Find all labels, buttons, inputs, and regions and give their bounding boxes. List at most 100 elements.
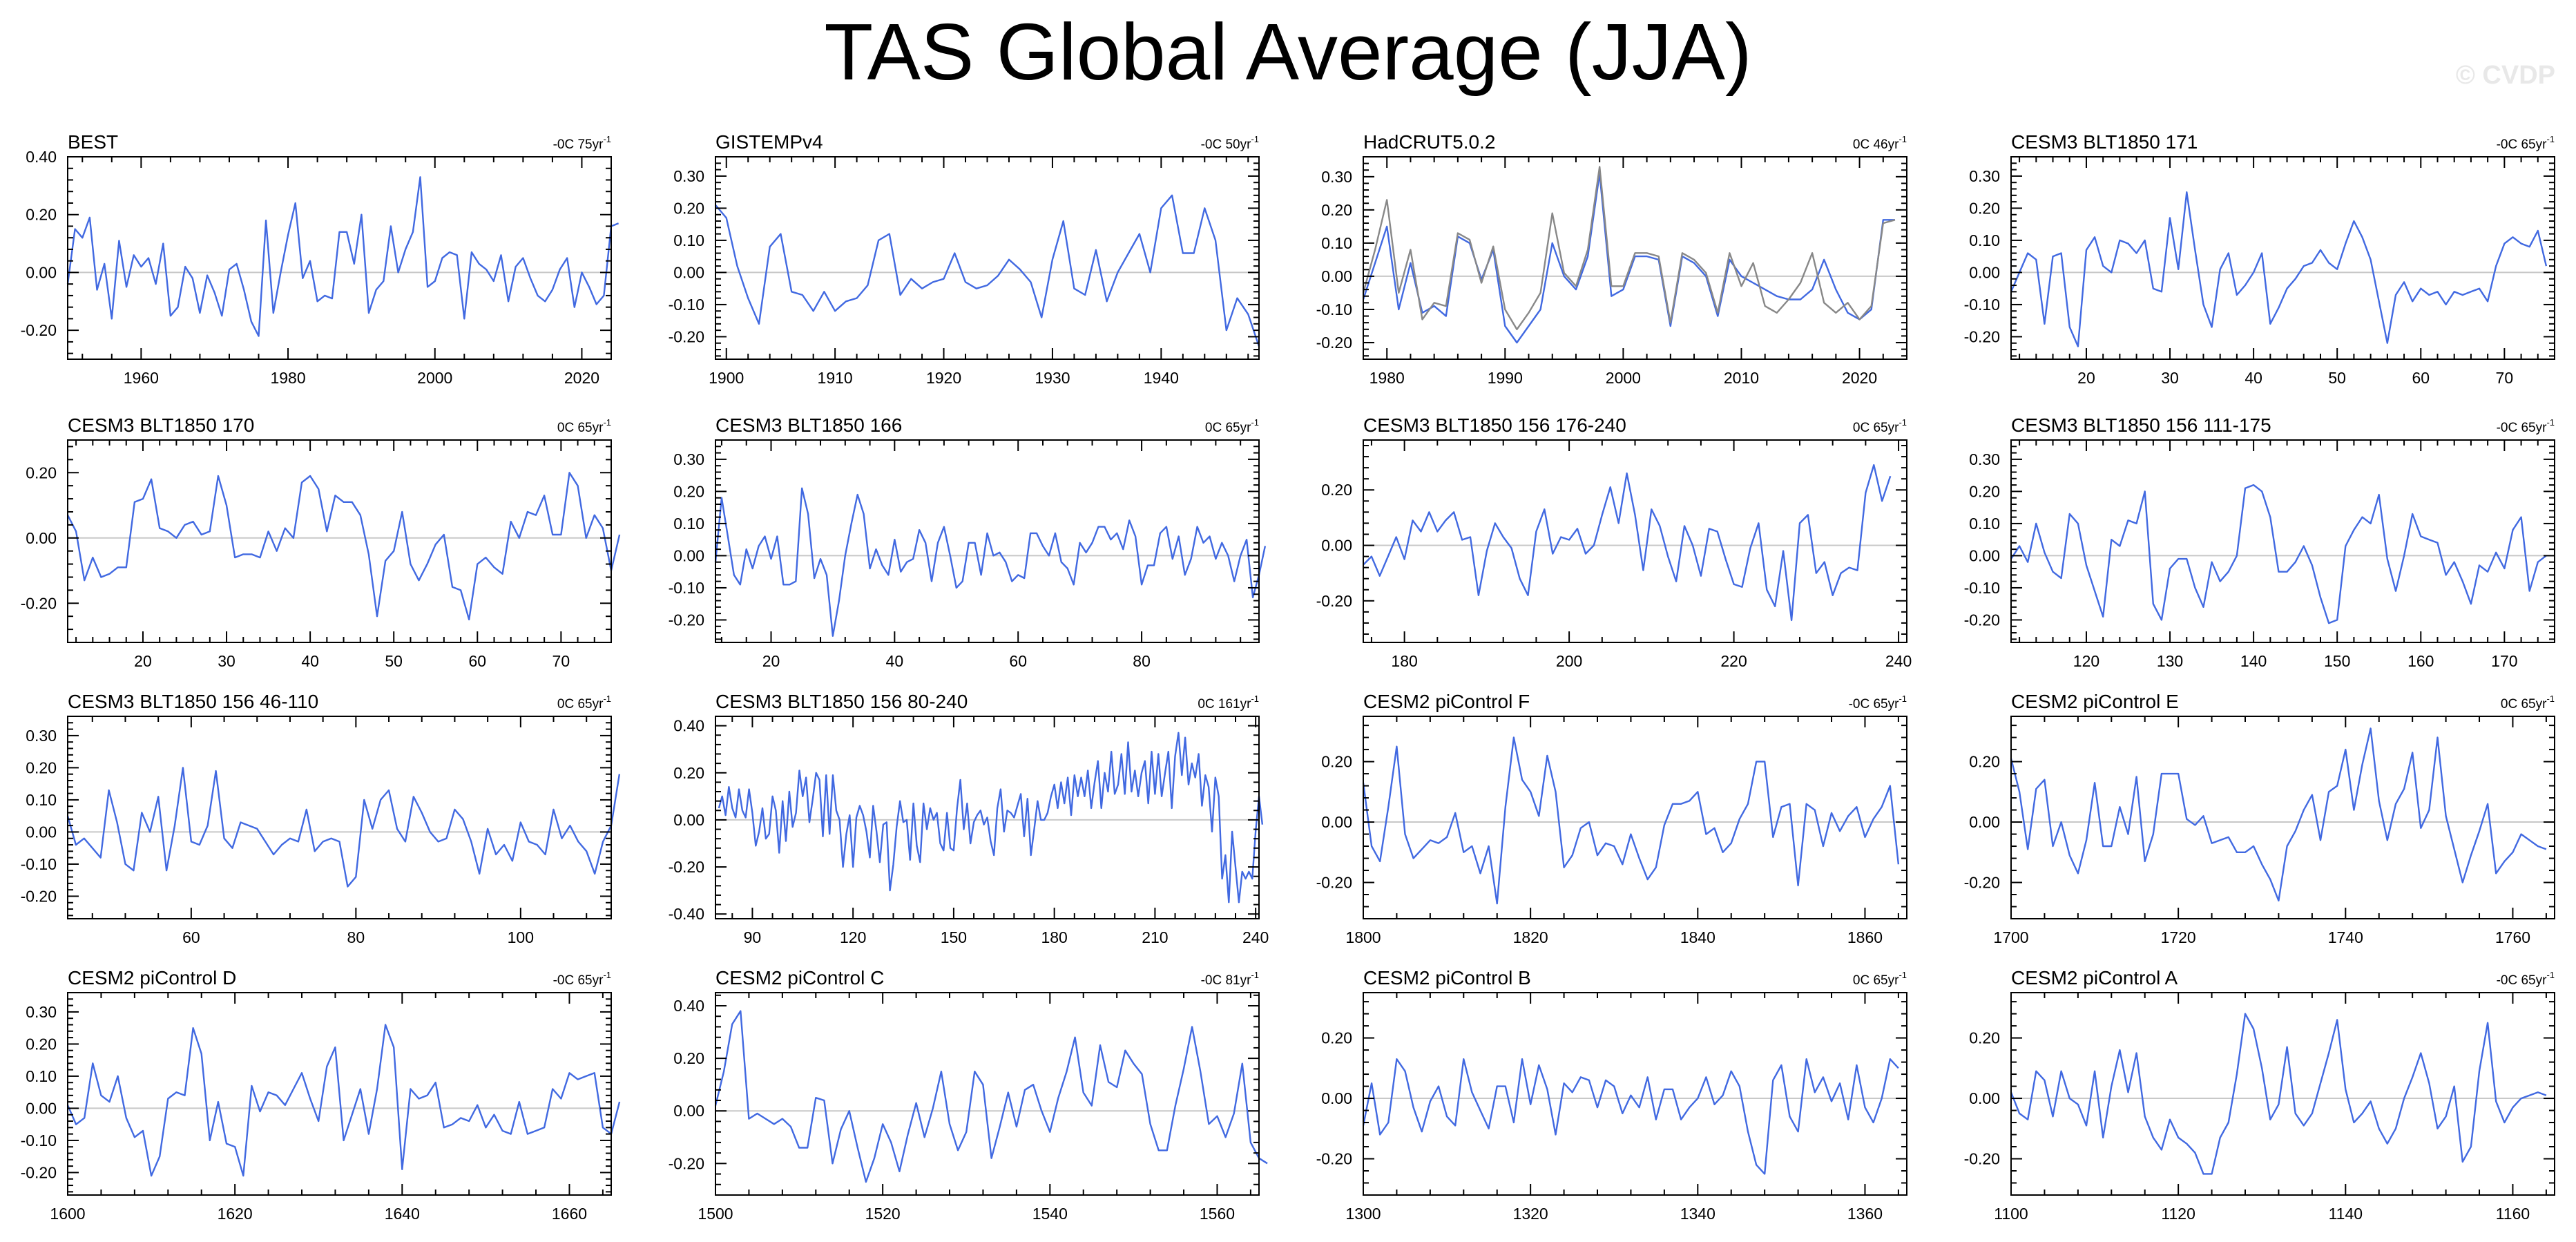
- x-tick-label: 1500: [698, 1205, 733, 1223]
- y-tick-label: 0.00: [673, 546, 704, 564]
- panel-stat: -0C 65yr-1: [2497, 970, 2555, 988]
- panel-title: CESM2 piControl E: [2011, 691, 2179, 712]
- panel-13: 1500 1520 1540 1560 -0.20 0.00 0.20 0.40 CESM2 p…: [669, 967, 1268, 1223]
- x-tick-label: 70: [552, 652, 570, 670]
- panel-5: 20 40 60 80 -0.20 -0.10 0.00 0.10 0.20 0.30 CESM3 …: [669, 414, 1267, 670]
- plot-frame: [1363, 716, 1907, 919]
- x-tick-label: 1340: [1680, 1205, 1715, 1223]
- panel-stat: 0C 65yr-1: [1205, 417, 1259, 435]
- y-tick-label: 0.00: [26, 529, 57, 547]
- x-tick-label: 40: [2245, 369, 2262, 387]
- panel-11: 1700 1720 1740 1760 -0.20 0.00 0.20 CESM2 piCon…: [1964, 691, 2555, 946]
- x-tick-label: 1100: [1994, 1205, 2028, 1223]
- y-tick-label: 0.00: [26, 823, 57, 841]
- series-line: [715, 194, 1260, 347]
- y-tick-label: 0.20: [1969, 1029, 2000, 1047]
- series-line: [1362, 736, 1900, 905]
- x-tick-label: 90: [744, 928, 762, 946]
- y-tick-label: 0.10: [673, 231, 704, 249]
- x-tick-label: 1920: [926, 369, 961, 387]
- y-tick-label: -0.20: [21, 887, 57, 905]
- y-tick-label: 0.40: [673, 717, 704, 735]
- series-line: [718, 732, 1264, 904]
- y-tick-label: -0.20: [669, 327, 704, 345]
- y-tick-label: 0.20: [1321, 753, 1352, 771]
- y-tick-label: 0.20: [673, 199, 704, 217]
- panel-stat: -0C 81yr-1: [1201, 970, 1259, 988]
- y-tick-label: 0.00: [673, 263, 704, 281]
- series-line: [1363, 464, 1892, 622]
- y-tick-label: 0.40: [673, 997, 704, 1015]
- series-line: [2010, 727, 2547, 902]
- panel-10: 1800 1820 1840 1860 -0.20 0.00 0.20 CESM2 piCon…: [1316, 691, 1907, 946]
- plot-frame: [715, 156, 1260, 360]
- x-tick-label: 130: [2157, 652, 2183, 670]
- y-tick-label: 0.40: [26, 148, 57, 166]
- x-tick-label: 1860: [1847, 928, 1883, 946]
- plot-frame: [67, 439, 612, 643]
- x-tick-label: 1760: [2495, 928, 2530, 946]
- x-tick-label: 1140: [2329, 1205, 2363, 1223]
- x-tick-label: 1980: [270, 369, 305, 387]
- x-tick-label: 120: [2073, 652, 2099, 670]
- y-tick-label: 0.20: [1969, 482, 2000, 500]
- y-tick-label: -0.20: [1316, 592, 1352, 610]
- y-tick-label: -0.20: [1964, 327, 2000, 345]
- x-tick-label: 1300: [1345, 1205, 1381, 1223]
- x-tick-label: 170: [2491, 652, 2517, 670]
- x-tick-label: 100: [508, 928, 534, 946]
- series-line: [1362, 166, 1896, 330]
- panel-stat: 0C 46yr-1: [1853, 134, 1907, 152]
- y-tick-label: -0.20: [1964, 1150, 2000, 1168]
- panel-title: CESM3 BLT1850 170: [68, 414, 254, 436]
- panel-title: CESM3 BLT1850 156 46-110: [68, 691, 318, 712]
- x-tick-label: 240: [1242, 928, 1269, 946]
- x-tick-label: 1520: [865, 1205, 901, 1223]
- x-tick-label: 60: [182, 928, 200, 946]
- panel-stat: -0C 65yr-1: [1849, 694, 1907, 711]
- x-tick-label: 1320: [1513, 1205, 1548, 1223]
- series-line: [2010, 484, 2547, 624]
- x-tick-label: 60: [468, 652, 486, 670]
- panel-12: 1600 1620 1640 1660 -0.20 -0.10 0.00 0.10 0.20 0.…: [21, 967, 621, 1223]
- x-tick-label: 1910: [818, 369, 853, 387]
- y-tick-label: 0.20: [673, 764, 704, 782]
- y-tick-label: 0.10: [1969, 231, 2000, 249]
- y-tick-label: -0.10: [1964, 579, 2000, 597]
- y-tick-label: 0.10: [1321, 234, 1352, 252]
- panel-stat-exponent: -1: [1899, 970, 1907, 980]
- y-tick-label: 0.20: [26, 206, 57, 224]
- panel-stat: -0C 65yr-1: [553, 970, 611, 988]
- y-tick-label: 0.20: [1321, 201, 1352, 219]
- y-tick-label: 0.30: [1969, 167, 2000, 185]
- x-tick-label: 80: [1133, 652, 1151, 670]
- x-tick-label: 50: [2328, 369, 2346, 387]
- panel-0: 1960 1980 2000 2020 -0.20 0.00 0.20 0.40 BEST -0C…: [21, 131, 619, 387]
- x-tick-label: 1120: [2161, 1205, 2195, 1223]
- y-tick-label: 0.00: [1969, 546, 2000, 564]
- x-tick-label: 1360: [1847, 1205, 1883, 1223]
- series-line: [66, 1024, 621, 1177]
- x-tick-label: 150: [2324, 652, 2350, 670]
- panel-title: CESM3 BLT1850 166: [715, 414, 902, 436]
- panel-stat-exponent: -1: [2546, 134, 2555, 144]
- y-tick-label: 0.10: [673, 515, 704, 533]
- panel-14: 1300 1320 1340 1360 -0.20 0.00 0.20 CESM2 piCon…: [1316, 967, 1907, 1223]
- panel-stat: 0C 65yr-1: [1853, 970, 1907, 988]
- y-tick-label: -0.20: [21, 321, 57, 339]
- plot-frame: [67, 716, 612, 919]
- x-tick-label: 1940: [1144, 369, 1179, 387]
- x-tick-label: 140: [2240, 652, 2267, 670]
- x-tick-label: 1720: [2161, 928, 2196, 946]
- panel-title: CESM2 piControl F: [1363, 691, 1530, 712]
- y-tick-label: 0.30: [1969, 450, 2000, 468]
- y-tick-label: -0.10: [1316, 300, 1352, 318]
- y-tick-label: 0.00: [673, 811, 704, 829]
- panel-stat-exponent: -1: [1251, 694, 1259, 704]
- x-tick-label: 1640: [385, 1205, 420, 1223]
- y-tick-label: -0.10: [669, 579, 704, 597]
- x-tick-label: 150: [941, 928, 967, 946]
- panel-stat-exponent: -1: [2546, 694, 2555, 704]
- panel-stat-exponent: -1: [603, 694, 611, 704]
- panel-4: 20 30 40 50 60 70 -0.20 0.00 0.20 CESM3 BLT1850 1…: [21, 414, 621, 670]
